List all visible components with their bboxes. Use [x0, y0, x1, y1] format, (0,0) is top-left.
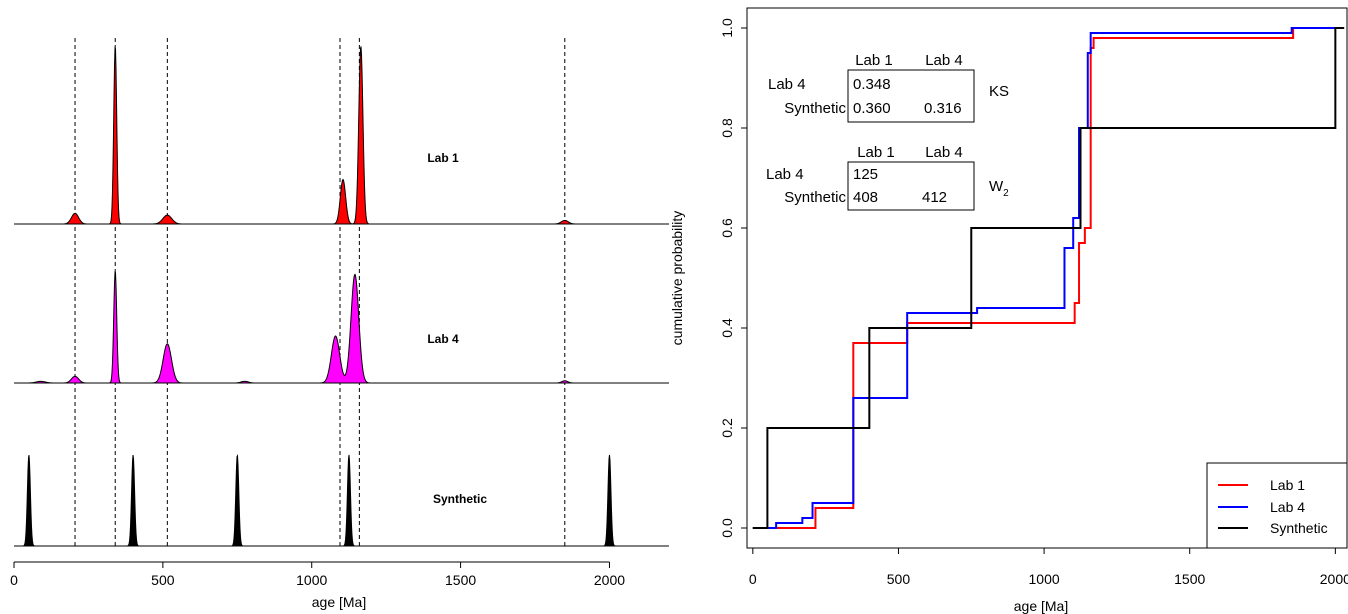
- ks-label: KS: [989, 83, 1009, 100]
- ks-table-box: [847, 69, 975, 123]
- right-y-axis-label: cumulative probability: [669, 211, 685, 346]
- panel-label-synthetic: Synthetic: [433, 492, 487, 506]
- cdf-lab-1: [752, 27, 1345, 529]
- tick-label: 1500: [1174, 571, 1205, 587]
- legend: Lab 1 Lab 4 Synthetic: [1206, 462, 1348, 549]
- w2-col-header: Lab 4: [925, 144, 963, 161]
- left-x-axis-label: age [Ma]: [312, 594, 366, 610]
- w2-cell: 412: [922, 189, 947, 206]
- ks-col-header: Lab 4: [925, 52, 963, 69]
- legend-box: [1206, 462, 1348, 549]
- reference-lines: [74, 38, 566, 546]
- cdf-lab-4: [752, 27, 1345, 529]
- w2-label-subscript: 2: [1003, 188, 1009, 199]
- tick-label: 1000: [1029, 571, 1060, 587]
- density-synthetic: [14, 453, 669, 547]
- cdf-panel: 0 500 1000 1500 2000 0.0 0.2 0.4 0.6 0.8 1.0 age …: [669, 7, 1348, 614]
- legend-label-synthetic: Synthetic: [1270, 520, 1328, 536]
- tick-label: 500: [151, 572, 175, 588]
- density-curves: [14, 46, 669, 547]
- ks-cell: 0.316: [924, 100, 962, 117]
- w2-row-header: Synthetic: [784, 189, 846, 206]
- legend-label-lab4: Lab 4: [1270, 499, 1305, 515]
- w2-row-header: Lab 4: [766, 166, 804, 183]
- ks-cell: 0.348: [853, 76, 891, 93]
- cdf-lines: [752, 27, 1345, 529]
- ks-table: Lab 1 Lab 4 Lab 4 Synthetic 0.348 0.360 …: [768, 52, 1009, 123]
- tick-label: 1.0: [719, 18, 735, 38]
- tick-label: 0.6: [719, 218, 735, 238]
- tick-label: 500: [887, 571, 911, 587]
- w2-label: W2: [989, 178, 1009, 199]
- right-y-axis: 0.0 0.2 0.4 0.6 0.8 1.0: [719, 18, 747, 538]
- ks-col-header: Lab 1: [855, 52, 893, 69]
- w2-cell: 125: [853, 166, 878, 183]
- w2-label-main: W: [989, 178, 1004, 195]
- tick-label: 0: [10, 572, 18, 588]
- left-x-axis: 0 500 1000 1500 2000: [10, 561, 625, 588]
- density-lab-4: [14, 271, 669, 384]
- density-lab-1: [14, 46, 669, 225]
- panel-label-lab1: Lab 1: [427, 151, 459, 165]
- w2-table: Lab 1 Lab 4 Lab 4 Synthetic 125 408 412 …: [766, 144, 1009, 211]
- tick-label: 1000: [296, 572, 327, 588]
- tick-label: 2000: [594, 572, 625, 588]
- tick-label: 0.2: [719, 418, 735, 438]
- w2-cell: 408: [853, 189, 878, 206]
- ks-row-header: Synthetic: [784, 100, 846, 117]
- tick-label: 0.0: [719, 518, 735, 538]
- panel-label-lab4: Lab 4: [427, 332, 459, 346]
- w2-table-box: [847, 161, 975, 211]
- legend-label-lab1: Lab 1: [1270, 477, 1305, 493]
- w2-col-header: Lab 1: [857, 144, 895, 161]
- ks-row-header: Lab 4: [768, 76, 806, 93]
- tick-label: 0: [749, 571, 757, 587]
- plot-frame: [746, 7, 1348, 549]
- ks-cell: 0.360: [853, 100, 891, 117]
- density-panel: Lab 1 Lab 4 Synthetic 0 500 1000 1500 2000 a…: [10, 38, 669, 610]
- tick-label: 0.4: [719, 318, 735, 338]
- tick-label: 1500: [445, 572, 476, 588]
- right-x-axis-label: age [Ma]: [1014, 598, 1068, 614]
- right-x-axis: 0 500 1000 1500 2000: [749, 548, 1348, 587]
- tick-label: 0.8: [719, 118, 735, 138]
- cdf-synthetic: [752, 27, 1345, 529]
- tick-label: 2000: [1320, 571, 1348, 587]
